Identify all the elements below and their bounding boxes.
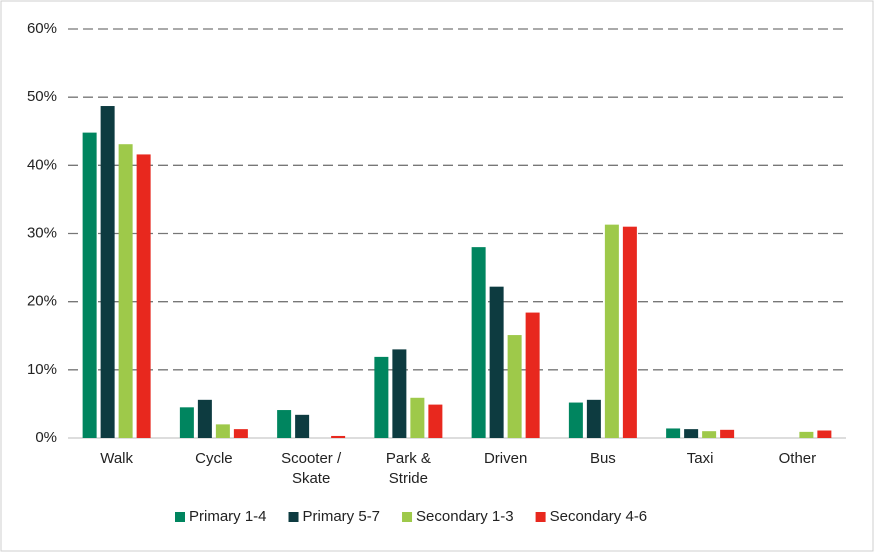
x-tick-label: Taxi [687, 450, 714, 467]
bar [100, 106, 115, 439]
y-tick-label: 50% [27, 88, 57, 105]
bar [702, 431, 717, 438]
bar [118, 144, 133, 438]
x-tick-label: Other [779, 450, 817, 467]
bar [666, 428, 681, 438]
bar [684, 429, 699, 438]
bar [720, 429, 735, 438]
x-tick-label: Walk [100, 450, 133, 467]
bar [622, 226, 637, 438]
x-tick-label: Bus [590, 450, 616, 467]
x-tick-label: Scooter / Skate [281, 450, 342, 487]
bar [568, 402, 583, 438]
bar [507, 335, 522, 438]
bar [136, 154, 151, 438]
bar [428, 404, 443, 438]
bar [410, 397, 425, 438]
bar [586, 399, 601, 438]
legend-label: Primary 5-7 [303, 508, 381, 525]
bar [82, 132, 97, 438]
bar [525, 312, 540, 438]
bar [197, 399, 212, 438]
x-tick-label: Park & Stride [386, 450, 431, 487]
bar [471, 247, 486, 438]
y-tick-label: 10% [27, 361, 57, 378]
bar [392, 349, 407, 438]
legend-swatch [288, 512, 299, 522]
y-tick-label: 40% [27, 156, 57, 173]
y-tick-label: 30% [27, 224, 57, 241]
legend-swatch [535, 512, 546, 522]
bar [374, 356, 389, 438]
x-tick-label: Cycle [195, 450, 233, 467]
bar [331, 435, 346, 438]
legend-swatch [402, 512, 413, 522]
bar [277, 410, 292, 438]
x-tick-label: Driven [484, 450, 527, 467]
y-tick-label: 20% [27, 293, 57, 310]
bar [489, 286, 504, 438]
y-tick-label: 0% [35, 429, 57, 446]
legend-swatch [175, 512, 185, 522]
legend-label: Secondary 1-3 [416, 508, 514, 525]
bar [179, 407, 194, 438]
y-tick-label: 60% [27, 20, 57, 37]
bar [604, 224, 619, 438]
bar [233, 429, 248, 438]
legend-label: Secondary 4-6 [550, 508, 648, 525]
bar [817, 430, 832, 438]
bar [799, 431, 814, 438]
legend-label: Primary 1-4 [189, 508, 267, 525]
bar [215, 424, 230, 438]
bar [295, 414, 310, 438]
